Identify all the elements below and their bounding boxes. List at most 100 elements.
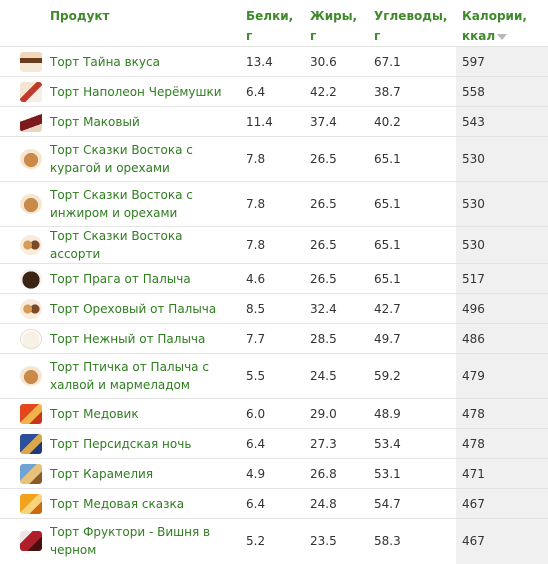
header-row: Продукт Белки, г Жиры, г Углеводы, г Кал… [0, 0, 548, 47]
product-link[interactable]: Торт Сказки Востока с курагой и орехами [50, 143, 193, 175]
fat-cell: 30.6 [304, 46, 368, 77]
protein-cell: 6.4 [240, 488, 304, 519]
table-row: Торт Медовик 6.0 29.0 48.9 478 [0, 398, 548, 429]
table-row: Торт Наполеон Черёмушки 6.4 42.2 38.7 55… [0, 76, 548, 107]
carbs-cell: 67.1 [368, 46, 456, 77]
calories-cell: 530 [456, 226, 548, 264]
table-row: Торт Ореховый от Палыча 8.5 32.4 42.7 49… [0, 293, 548, 324]
fat-cell: 32.4 [304, 293, 368, 324]
column-header-calories[interactable]: Калории, ккал [456, 0, 548, 47]
cake-box-thumbnail-icon[interactable] [20, 531, 42, 552]
protein-cell: 11.4 [240, 106, 304, 137]
carbs-cell: 65.1 [368, 263, 456, 294]
column-header-fat-label: Жиры, г [310, 9, 358, 43]
product-link[interactable]: Торт Птичка от Палыча с халвой и мармела… [50, 360, 209, 392]
product-link[interactable]: Торт Ореховый от Палыча [50, 301, 217, 316]
fat-cell: 26.8 [304, 458, 368, 489]
cake-thumbnail-icon[interactable] [20, 268, 42, 289]
table-row: Торт Маковый 11.4 37.4 40.2 543 [0, 106, 548, 137]
fat-cell: 42.2 [304, 76, 368, 107]
protein-cell: 8.5 [240, 293, 304, 324]
carbs-cell: 58.3 [368, 518, 456, 564]
table-row: Торт Карамелия 4.9 26.8 53.1 471 [0, 458, 548, 489]
fat-cell: 26.5 [304, 226, 368, 264]
cake-box-thumbnail-icon[interactable] [20, 81, 42, 102]
protein-cell: 4.6 [240, 263, 304, 294]
header-thumb [0, 0, 44, 47]
carbs-cell: 48.9 [368, 398, 456, 429]
protein-cell: 5.2 [240, 518, 304, 564]
cake-box-thumbnail-icon[interactable] [20, 463, 42, 484]
calories-cell: 597 [456, 46, 548, 77]
cake-thumbnail-icon[interactable] [20, 149, 42, 169]
carbs-cell: 54.7 [368, 488, 456, 519]
protein-cell: 13.4 [240, 46, 304, 77]
fat-cell: 27.3 [304, 428, 368, 459]
table-row: Торт Медовая сказка 6.4 24.8 54.7 467 [0, 488, 548, 519]
calories-cell: 530 [456, 136, 548, 182]
calories-cell: 471 [456, 458, 548, 489]
table-row: Торт Фруктори - Вишня в черном 5.2 23.5 … [0, 518, 548, 564]
calories-cell: 543 [456, 106, 548, 137]
calories-cell: 467 [456, 518, 548, 564]
column-header-fat[interactable]: Жиры, г [304, 0, 368, 47]
table-row: Торт Сказки Востока ассорти 7.8 26.5 65.… [0, 226, 548, 264]
cake-thumbnail-icon[interactable] [20, 51, 42, 72]
product-link[interactable]: Торт Медовая сказка [50, 496, 185, 511]
cake-slice-thumbnail-icon[interactable] [20, 111, 42, 132]
product-link[interactable]: Торт Карамелия [50, 466, 154, 481]
product-link[interactable]: Торт Сказки Востока с инжиром и орехами [50, 188, 193, 220]
cake-thumbnail-icon[interactable] [20, 235, 42, 255]
protein-cell: 7.7 [240, 323, 304, 354]
protein-cell: 7.8 [240, 136, 304, 182]
protein-cell: 6.0 [240, 398, 304, 429]
protein-cell: 7.8 [240, 226, 304, 264]
table-row: Торт Нежный от Палыча 7.7 28.5 49.7 486 [0, 323, 548, 354]
carbs-cell: 38.7 [368, 76, 456, 107]
protein-cell: 4.9 [240, 458, 304, 489]
product-link[interactable]: Торт Нежный от Палыча [50, 331, 206, 346]
protein-cell: 6.4 [240, 428, 304, 459]
fat-cell: 26.5 [304, 263, 368, 294]
calories-cell: 467 [456, 488, 548, 519]
product-link[interactable]: Торт Прага от Палыча [50, 271, 191, 286]
protein-cell: 6.4 [240, 76, 304, 107]
table-row: Торт Сказки Востока с инжиром и орехами … [0, 181, 548, 227]
fat-cell: 26.5 [304, 136, 368, 182]
fat-cell: 24.8 [304, 488, 368, 519]
product-link[interactable]: Торт Маковый [50, 114, 140, 129]
cake-thumbnail-icon[interactable] [20, 298, 42, 319]
product-link[interactable]: Торт Фруктори - Вишня в черном [50, 525, 211, 558]
protein-cell: 5.5 [240, 353, 304, 399]
carbs-cell: 53.4 [368, 428, 456, 459]
column-header-protein-label: Белки, г [246, 9, 294, 43]
product-link[interactable]: Торт Персидская ночь [50, 436, 192, 451]
sort-descending-icon[interactable] [497, 33, 508, 40]
product-link[interactable]: Торт Тайна вкуса [50, 54, 160, 69]
cake-thumbnail-icon[interactable] [20, 366, 42, 386]
cake-box-thumbnail-icon[interactable] [20, 493, 42, 514]
fat-cell: 23.5 [304, 518, 368, 564]
cake-thumbnail-icon[interactable] [20, 194, 42, 214]
product-link[interactable]: Торт Медовик [50, 406, 139, 421]
fat-cell: 29.0 [304, 398, 368, 429]
table-row: Торт Тайна вкуса 13.4 30.6 67.1 597 [0, 46, 548, 77]
calories-cell: 486 [456, 323, 548, 354]
product-link[interactable]: Торт Сказки Востока ассорти [50, 229, 183, 261]
carbs-cell: 65.1 [368, 226, 456, 264]
cake-thumbnail-icon[interactable] [20, 328, 42, 349]
calories-cell: 478 [456, 398, 548, 429]
fat-cell: 37.4 [304, 106, 368, 137]
column-header-carbs-label: Углеводы, г [374, 9, 448, 43]
carbs-cell: 65.1 [368, 181, 456, 227]
table-row: Торт Персидская ночь 6.4 27.3 53.4 478 [0, 428, 548, 459]
column-header-carbs[interactable]: Углеводы, г [368, 0, 456, 47]
fat-cell: 26.5 [304, 181, 368, 227]
column-header-product[interactable]: Продукт [44, 0, 240, 47]
cake-box-thumbnail-icon[interactable] [20, 433, 42, 454]
column-header-protein[interactable]: Белки, г [240, 0, 304, 47]
table-row: Торт Птичка от Палыча с халвой и мармела… [0, 353, 548, 399]
cake-box-thumbnail-icon[interactable] [20, 403, 42, 424]
product-link[interactable]: Торт Наполеон Черёмушки [50, 84, 222, 99]
